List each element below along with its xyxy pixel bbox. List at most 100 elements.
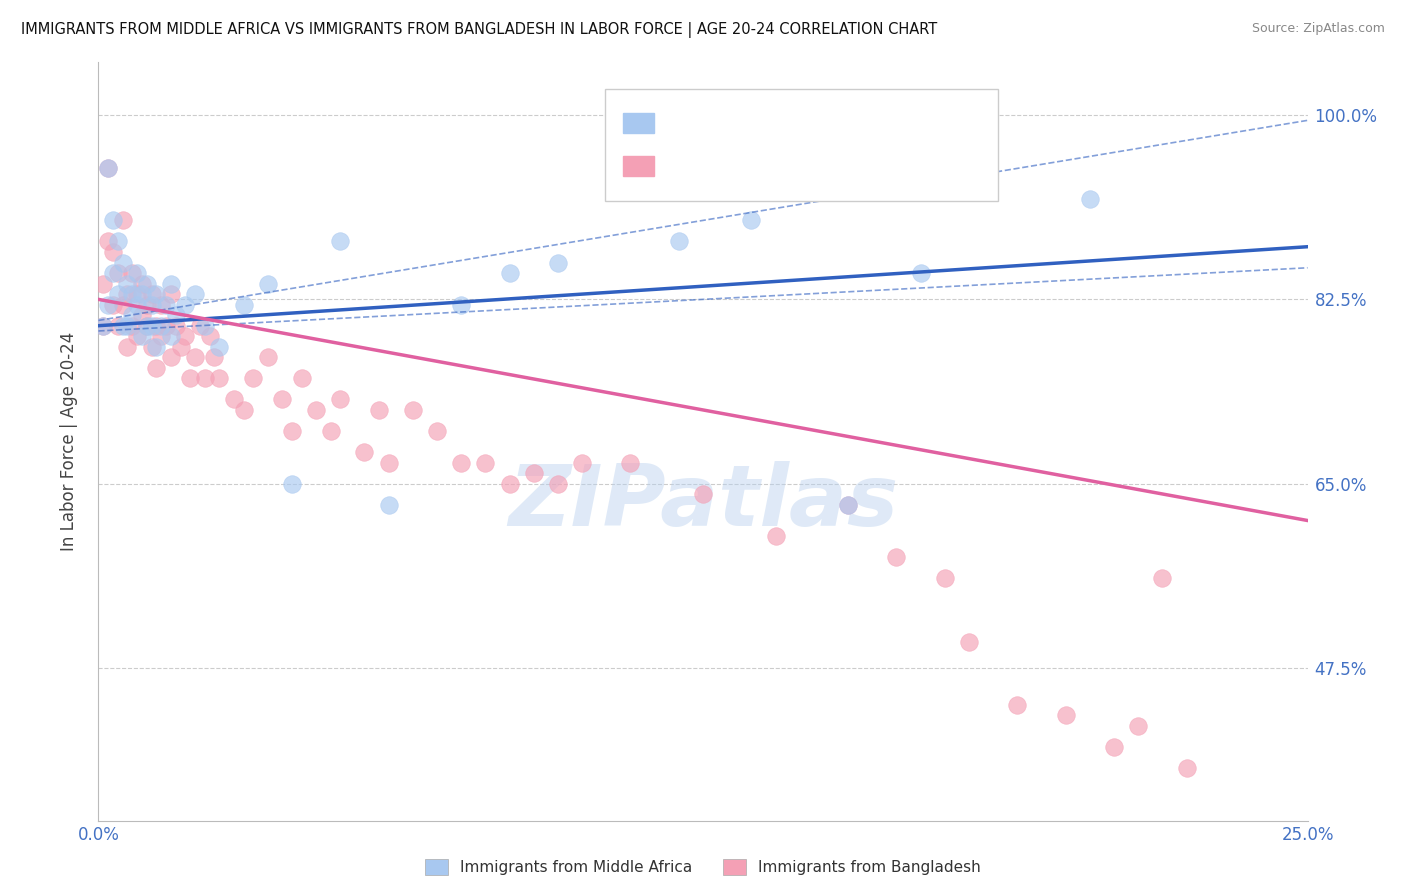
Point (1128, 719, 1150, 733)
Point (101, 244, 124, 259)
Point (242, 371, 264, 385)
Point (101, 213, 124, 227)
Point (194, 371, 217, 385)
Point (474, 456, 496, 470)
Point (135, 277, 157, 291)
Point (198, 329, 221, 343)
Point (107, 266, 129, 280)
Point (145, 318, 167, 333)
Point (271, 392, 294, 407)
Text: -0.284: -0.284 (718, 156, 783, 174)
Point (957, 634, 980, 648)
Point (97, 235, 120, 249)
Point (111, 213, 134, 227)
Text: 73: 73 (858, 156, 883, 174)
Point (740, 213, 762, 227)
Point (150, 298, 173, 312)
Point (1102, 739, 1125, 754)
Point (547, 476, 569, 491)
Point (160, 351, 183, 365)
Point (127, 329, 149, 343)
Point (141, 340, 163, 354)
Point (204, 351, 226, 365)
Text: 0.193: 0.193 (718, 113, 775, 131)
Y-axis label: In Labor Force | Age 20-24: In Labor Force | Age 20-24 (59, 332, 77, 551)
Point (377, 498, 399, 512)
Point (837, 498, 859, 512)
Point (101, 298, 124, 312)
Point (886, 550, 908, 565)
Point (402, 403, 425, 417)
Point (111, 255, 134, 269)
Text: R =: R = (662, 156, 693, 174)
Point (141, 318, 163, 333)
Point (101, 266, 124, 280)
Point (145, 287, 167, 301)
Point (150, 318, 173, 333)
Point (222, 392, 245, 407)
Text: Source: ZipAtlas.com: Source: ZipAtlas.com (1251, 22, 1385, 36)
Point (281, 476, 304, 491)
Point (107, 287, 129, 301)
Point (1175, 761, 1198, 775)
Point (934, 571, 956, 585)
Point (290, 371, 312, 385)
Point (194, 318, 217, 333)
Point (91, 277, 114, 291)
Point (155, 318, 177, 333)
Point (160, 329, 183, 343)
Point (232, 403, 254, 417)
Point (117, 318, 139, 333)
Point (97, 161, 120, 175)
Point (837, 498, 859, 512)
Point (141, 298, 163, 312)
Point (160, 287, 183, 301)
Point (426, 424, 449, 438)
Point (353, 445, 375, 459)
Point (121, 266, 143, 280)
Point (135, 318, 157, 333)
Point (498, 266, 520, 280)
Point (188, 318, 211, 333)
Point (668, 235, 690, 249)
Point (107, 318, 129, 333)
Point (256, 351, 278, 365)
Point (165, 318, 187, 333)
Point (117, 340, 139, 354)
Point (281, 424, 304, 438)
Point (111, 318, 134, 333)
Point (910, 266, 932, 280)
Point (571, 456, 593, 470)
Point (111, 298, 134, 312)
Point (377, 456, 399, 470)
Point (135, 318, 157, 333)
Point (619, 456, 641, 470)
Point (97, 161, 120, 175)
Point (208, 371, 231, 385)
Point (131, 308, 153, 322)
Point (141, 287, 163, 301)
Point (91, 318, 114, 333)
Text: ZIPatlas: ZIPatlas (508, 460, 898, 544)
Point (135, 298, 157, 312)
Point (329, 235, 352, 249)
Point (305, 403, 328, 417)
Point (174, 298, 197, 312)
Point (117, 287, 139, 301)
Point (155, 298, 177, 312)
Point (1078, 192, 1101, 206)
Point (232, 298, 254, 312)
Point (368, 403, 391, 417)
Point (169, 340, 191, 354)
Point (160, 277, 183, 291)
Text: N =: N = (806, 156, 837, 174)
Text: 45: 45 (858, 113, 883, 131)
Point (107, 235, 129, 249)
Point (91, 318, 114, 333)
Point (145, 360, 167, 375)
Point (127, 298, 149, 312)
Point (692, 487, 714, 501)
Point (1007, 698, 1029, 712)
Point (765, 529, 787, 543)
Point (498, 476, 520, 491)
